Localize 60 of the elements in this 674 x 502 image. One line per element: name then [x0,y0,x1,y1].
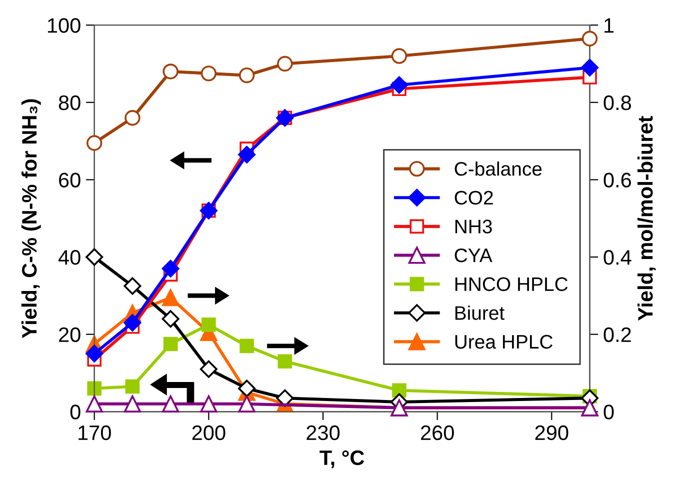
point [202,318,216,332]
legend-label: Biuret [455,306,504,320]
legend-label: NH3 [455,220,492,234]
y2-tick-label: 0 [604,404,614,420]
y-tick-label: 100 [48,18,80,33]
legend-label: Urea HPLC [455,334,553,349]
y-tick-label: 80 [58,95,80,110]
legend-label: C-balance [454,162,542,176]
y2-axis-title: Yield, mol/mol-biuret [637,116,656,321]
point [391,48,408,64]
x-tick-label: 170 [78,425,111,440]
point [392,383,406,398]
point [86,248,104,266]
point [278,354,292,369]
point [86,135,102,151]
point [86,395,103,412]
y-tick-label: 20 [59,327,80,342]
y-tick-label: 60 [59,172,80,188]
point [162,395,180,412]
y2-tick-label: 0.8 [604,95,631,110]
point [238,395,256,412]
x-tick-label: 260 [420,425,454,440]
point [125,379,140,394]
point [162,310,180,328]
y2-tick-label: 0.4 [604,250,632,265]
point [200,66,217,82]
point [200,395,218,412]
x-tick-label: 230 [306,425,340,440]
x-tick-label: 290 [535,425,568,440]
point [582,30,598,46]
point [124,110,140,126]
y2-tick-label: 0.6 [604,172,631,188]
y-tick-label: 40 [58,250,80,265]
point [240,338,254,354]
x-axis-title: T, °C [320,450,364,468]
point [162,64,178,80]
point [238,380,256,398]
y-axis-title: Yield, C-% (N-% for NH₃) [21,99,41,338]
point [124,277,142,295]
x-tick-label: 200 [192,425,226,440]
point [87,381,102,396]
y-tick-label: 0 [70,404,80,420]
point [200,360,218,378]
point [163,336,178,352]
point [124,314,142,332]
legend-label: CO2 [454,190,493,205]
point [162,289,180,306]
point [124,395,142,412]
point [580,58,599,76]
y2-tick-label: 0.2 [604,327,631,342]
legend-label: CYA [454,248,492,262]
y2-tick-label: 1 [604,18,614,33]
point [277,56,293,72]
point [238,146,256,164]
point [238,68,255,84]
point [390,76,408,94]
legend-label: HNCO HPLC [455,277,568,292]
point [162,260,180,278]
point [86,344,104,362]
point [276,389,294,407]
